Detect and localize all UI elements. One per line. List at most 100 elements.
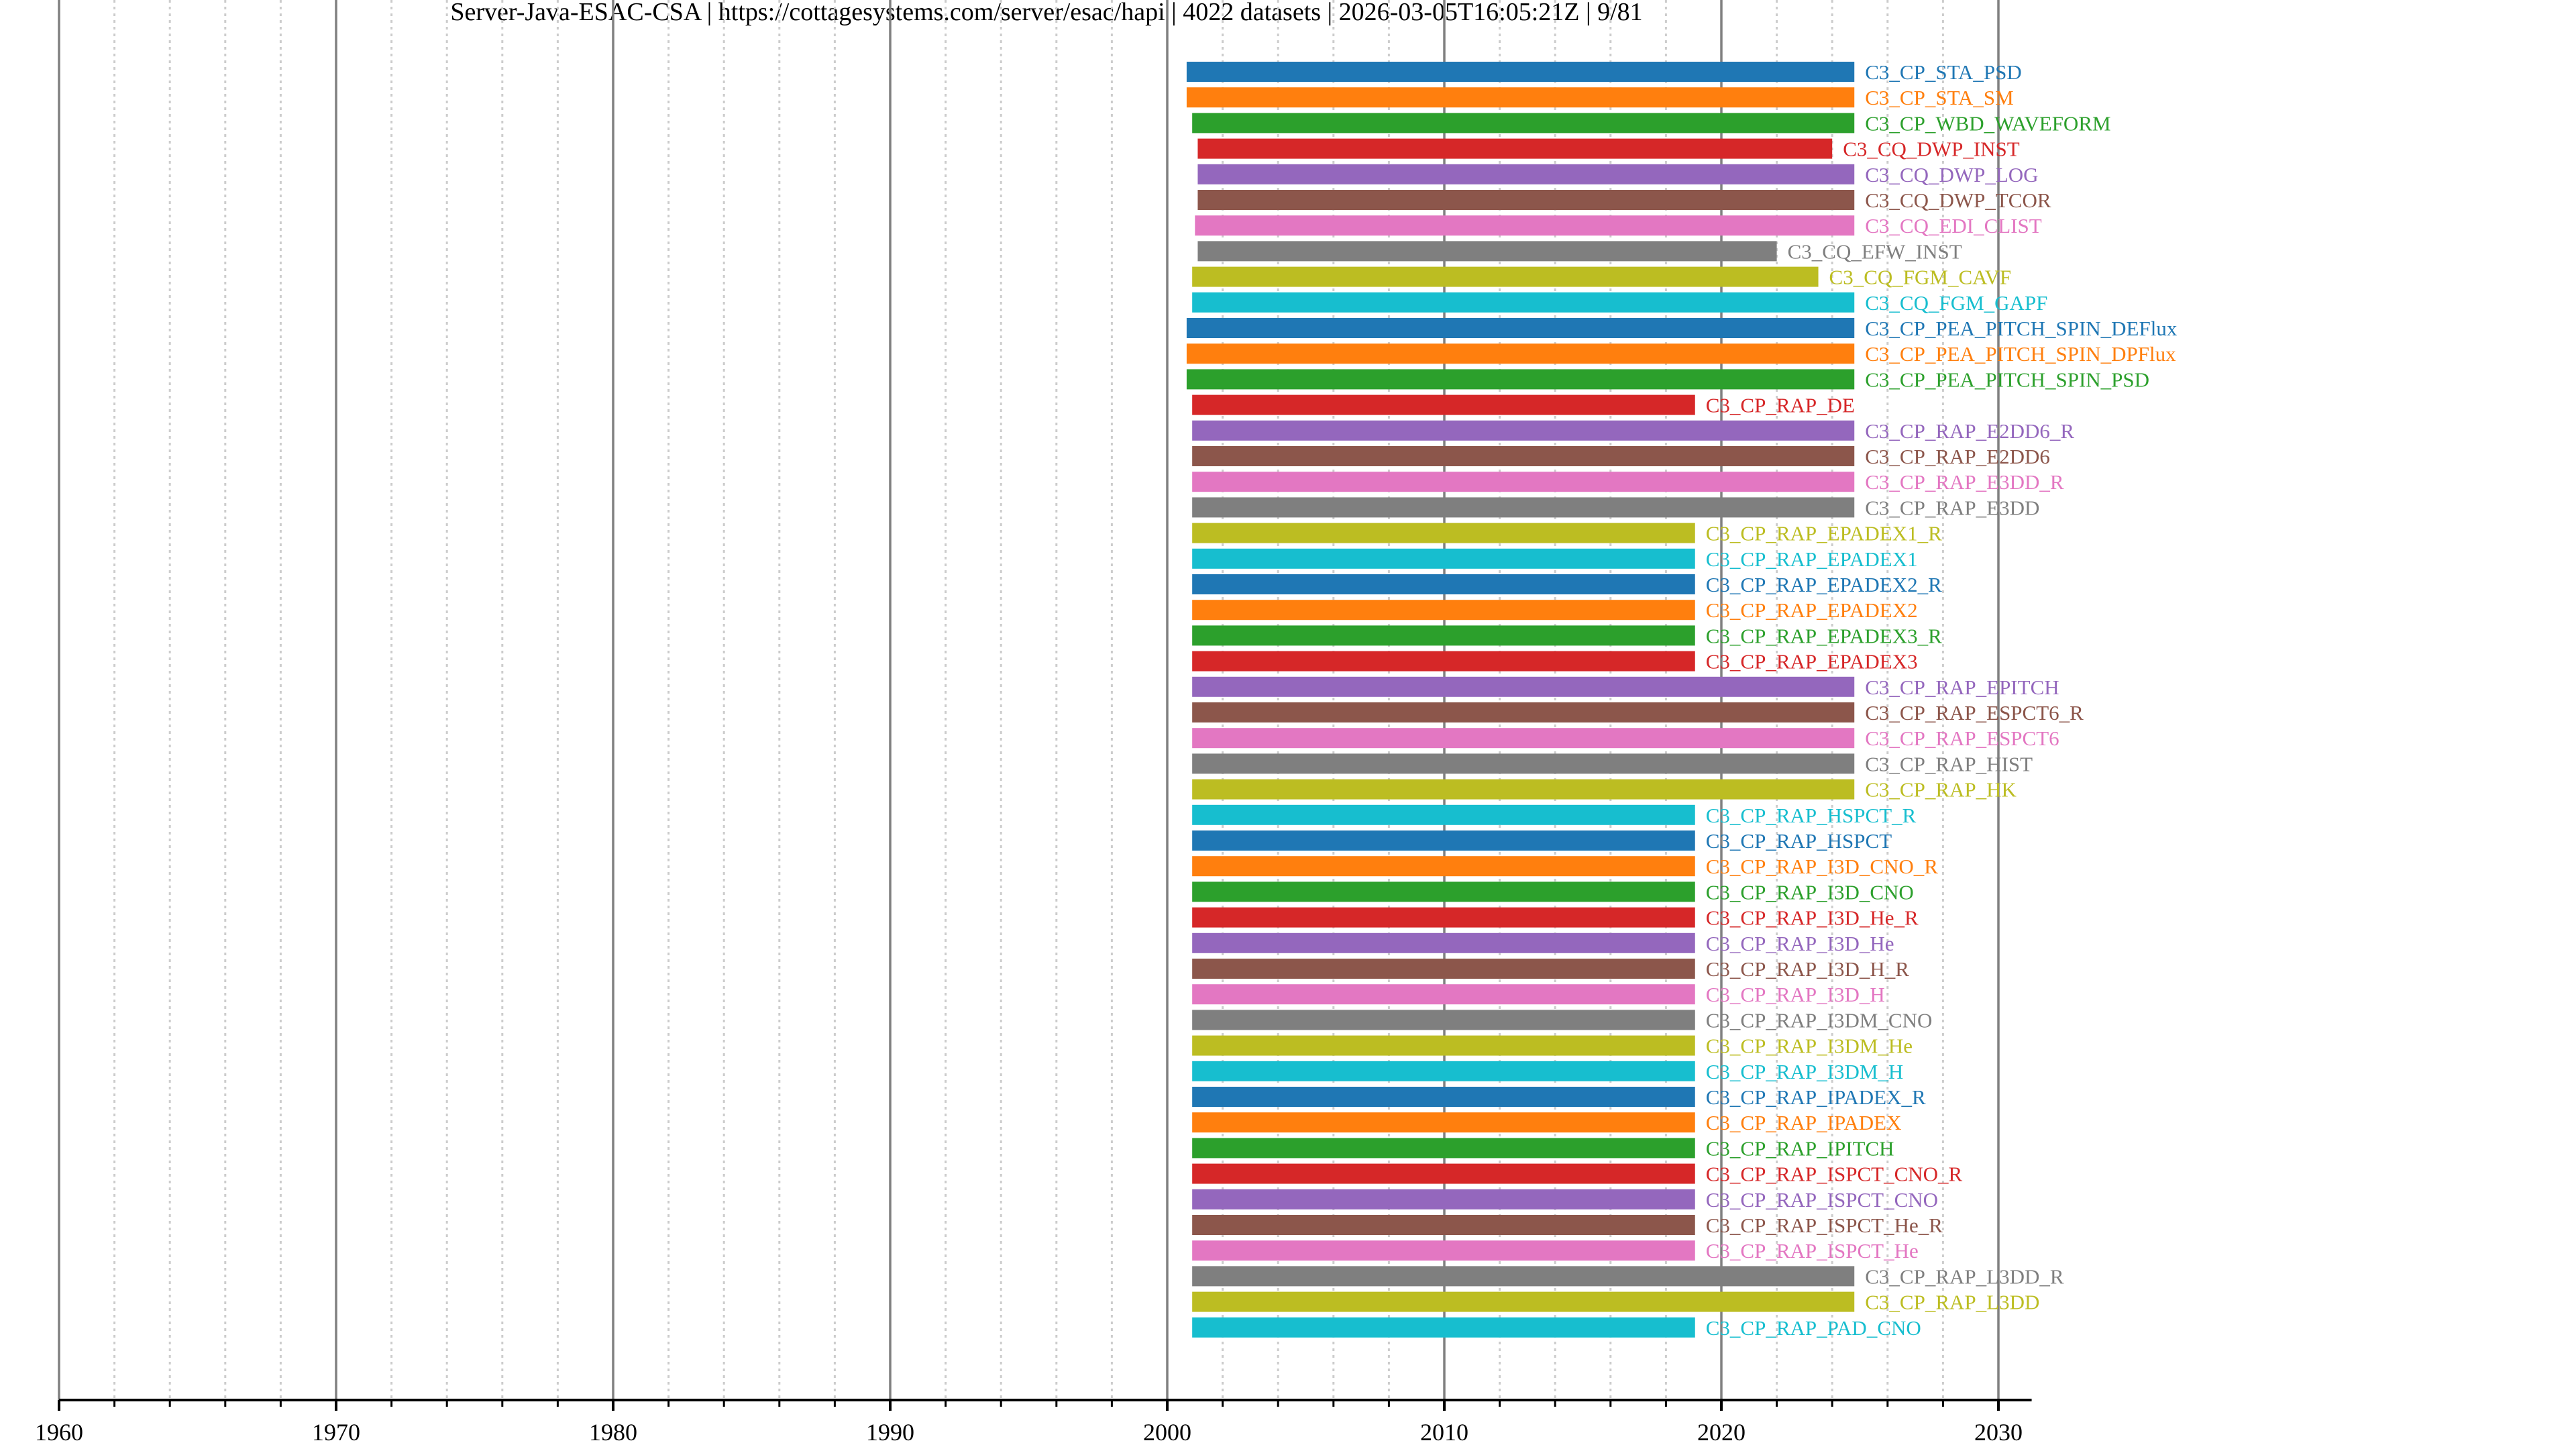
- dataset-label: C3_CP_RAP_DE: [1706, 394, 1855, 417]
- x-tick-label: 1990: [866, 1419, 914, 1446]
- dataset-label: C3_CP_RAP_E2DD6: [1865, 445, 2050, 468]
- dataset-bar: [1192, 984, 1695, 1005]
- dataset-label: C3_CP_RAP_IPADEX: [1706, 1111, 1902, 1134]
- dataset-label: C3_CP_RAP_I3D_CNO_R: [1706, 855, 1939, 878]
- dataset-label: C3_CQ_EFW_INST: [1788, 239, 1962, 263]
- dataset-label: C3_CP_STA_PSD: [1865, 60, 2022, 84]
- dataset-bar: [1192, 1215, 1695, 1235]
- dataset-bar: [1192, 907, 1695, 928]
- dataset-label: C3_CP_RAP_I3DM_He: [1706, 1034, 1913, 1058]
- dataset-bar: [1192, 1061, 1695, 1081]
- dataset-label: C3_CP_RAP_EPADEX2: [1706, 598, 1918, 622]
- dataset-bar: [1192, 702, 1855, 722]
- dataset-bar: [1192, 1266, 1855, 1287]
- dataset-bar: [1192, 1010, 1695, 1030]
- dataset-label: C3_CP_RAP_ISPCT_CNO_R: [1706, 1163, 1963, 1186]
- dataset-label: C3_CP_RAP_ISPCT_He: [1706, 1239, 1919, 1263]
- chart-title: Server-Java-ESAC-CSA | https://cottagesy…: [450, 0, 1642, 26]
- dataset-bars: [1186, 62, 1855, 1338]
- dataset-bar: [1192, 523, 1695, 543]
- dataset-bar: [1192, 472, 1855, 492]
- dataset-bar: [1192, 856, 1695, 877]
- dataset-label: C3_CP_RAP_HK: [1865, 778, 2017, 802]
- dataset-bar: [1186, 87, 1855, 108]
- dataset-bar: [1192, 728, 1855, 749]
- dataset-label: C3_CQ_DWP_LOG: [1865, 163, 2038, 186]
- dataset-bar: [1192, 1189, 1695, 1210]
- dataset-label: C3_CP_RAP_EPADEX1_R: [1706, 522, 1942, 545]
- x-tick-label: 1980: [589, 1419, 637, 1446]
- dataset-bar: [1186, 369, 1855, 390]
- dataset-bar: [1192, 574, 1695, 594]
- dataset-bar: [1192, 625, 1695, 646]
- x-tick-label: 1970: [312, 1419, 360, 1446]
- dataset-bar: [1192, 1163, 1695, 1184]
- x-tick-label: 2010: [1420, 1419, 1468, 1446]
- dataset-bar: [1192, 1291, 1855, 1312]
- dataset-label: C3_CQ_DWP_TCOR: [1865, 189, 2051, 212]
- dataset-bar: [1197, 164, 1855, 184]
- dataset-label: C3_CP_RAP_L3DD_R: [1865, 1265, 2064, 1288]
- dataset-bar: [1192, 600, 1695, 621]
- x-axis: 1960 1970 1980 1990 2000 2010 2020 2030: [35, 1399, 2032, 1446]
- dataset-bar: [1192, 932, 1695, 953]
- dataset-label: C3_CP_RAP_ESPCT6_R: [1865, 701, 2084, 724]
- dataset-bar: [1197, 138, 1833, 159]
- dataset-bar: [1186, 343, 1855, 364]
- dataset-label: C3_CP_RAP_EPADEX1: [1706, 547, 1918, 571]
- dataset-label: C3_CP_RAP_I3D_H: [1706, 983, 1885, 1006]
- dataset-bar: [1192, 548, 1695, 569]
- dataset-bar: [1192, 266, 1819, 287]
- dataset-label: C3_CP_RAP_E3DD_R: [1865, 470, 2064, 494]
- dataset-bar: [1192, 779, 1855, 800]
- x-tick-label: 2030: [1974, 1419, 2023, 1446]
- dataset-label: C3_CQ_EDI_CLIST: [1865, 214, 2042, 237]
- dataset-label: C3_CP_RAP_IPITCH: [1706, 1136, 1894, 1160]
- dataset-bar: [1192, 881, 1695, 902]
- dataset-label: C3_CP_RAP_ESPCT6: [1865, 727, 2059, 750]
- dataset-bar: [1192, 497, 1855, 518]
- dataset-bar: [1192, 1087, 1695, 1107]
- dataset-label: C3_CP_RAP_IPADEX_R: [1706, 1085, 1926, 1109]
- dataset-bar: [1192, 830, 1695, 851]
- dataset-bar: [1197, 241, 1777, 262]
- dataset-bar: [1192, 113, 1855, 133]
- dataset-label: C3_CP_RAP_I3D_H_R: [1706, 957, 1909, 981]
- dataset-label: C3_CP_STA_SM: [1865, 86, 2013, 109]
- dataset-bar: [1192, 753, 1855, 774]
- dataset-label: C3_CP_RAP_EPITCH: [1865, 676, 2059, 699]
- dataset-label: C3_CP_WBD_WAVEFORM: [1865, 111, 2110, 135]
- dataset-bar: [1195, 215, 1855, 236]
- dataset-label: C3_CP_RAP_I3D_He_R: [1706, 906, 1919, 930]
- dataset-bar: [1192, 394, 1695, 415]
- dataset-label: C3_CP_PEA_PITCH_SPIN_DEFlux: [1865, 317, 2178, 340]
- dataset-label: C3_CP_RAP_HSPCT: [1706, 829, 1892, 853]
- dataset-bar: [1192, 446, 1855, 466]
- dataset-label: C3_CP_RAP_EPADEX2_R: [1706, 573, 1942, 596]
- dataset-label: C3_CP_RAP_I3D_He: [1706, 932, 1894, 955]
- dataset-label: C3_CP_RAP_E3DD: [1865, 496, 2039, 519]
- dataset-bar: [1192, 651, 1695, 672]
- dataset-bar: [1192, 1240, 1695, 1261]
- dataset-bar: [1192, 804, 1695, 825]
- dataset-label: C3_CP_RAP_ISPCT_He_R: [1706, 1214, 1943, 1237]
- dataset-bar: [1192, 676, 1855, 697]
- dataset-bar: [1197, 190, 1855, 210]
- dataset-label: C3_CP_RAP_I3D_CNO: [1706, 880, 1914, 904]
- dataset-label: C3_CP_PEA_PITCH_SPIN_PSD: [1865, 368, 2149, 391]
- dataset-label: C3_CP_RAP_I3DM_CNO: [1706, 1008, 1933, 1032]
- dataset-label: C3_CP_RAP_EPADEX3_R: [1706, 624, 1942, 647]
- grid-lines: [58, 0, 2000, 1400]
- dataset-bar: [1192, 1138, 1695, 1159]
- x-tick-label: 2020: [1697, 1419, 1746, 1446]
- dataset-label: C3_CP_RAP_HSPCT_R: [1706, 804, 1917, 827]
- dataset-label: C3_CQ_FGM_CAVF: [1829, 266, 2012, 289]
- dataset-label: C3_CP_RAP_ISPCT_CNO: [1706, 1188, 1938, 1212]
- dataset-bar: [1192, 1317, 1695, 1338]
- dataset-label: C3_CP_RAP_E2DD6_R: [1865, 419, 2074, 443]
- dataset-bar: [1192, 1112, 1695, 1133]
- dataset-label: C3_CP_RAP_I3DM_H: [1706, 1060, 1904, 1083]
- x-tick-label: 2000: [1143, 1419, 1191, 1446]
- x-tick-label: 1960: [35, 1419, 83, 1446]
- dataset-label: C3_CP_RAP_PAD_CNO: [1706, 1316, 1921, 1340]
